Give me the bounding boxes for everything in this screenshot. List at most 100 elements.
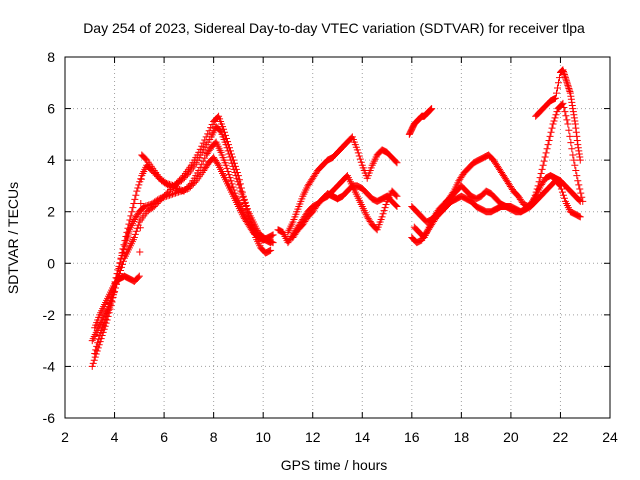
data-point bbox=[115, 273, 123, 281]
data-point bbox=[122, 232, 130, 240]
data-point bbox=[131, 230, 139, 238]
data-point bbox=[555, 181, 563, 189]
data-point bbox=[142, 202, 150, 210]
y-tick-label: 2 bbox=[47, 204, 55, 220]
data-point bbox=[104, 309, 112, 317]
data-point bbox=[553, 84, 561, 92]
data-point bbox=[205, 127, 213, 135]
data-point bbox=[236, 180, 244, 188]
y-ticks: -6 -4 -2 0 2 4 6 8 bbox=[43, 49, 610, 426]
data-point bbox=[537, 170, 545, 178]
x-tick-label: 10 bbox=[255, 429, 271, 445]
data-point bbox=[128, 208, 136, 216]
data-point bbox=[223, 164, 231, 172]
data-point bbox=[221, 128, 229, 136]
x-tick-label: 14 bbox=[354, 429, 370, 445]
data-point bbox=[222, 161, 230, 169]
data-point bbox=[164, 181, 172, 189]
data-point bbox=[235, 176, 243, 184]
data-point bbox=[393, 203, 401, 211]
y-tick-label: -4 bbox=[43, 358, 56, 374]
data-point bbox=[132, 227, 140, 235]
y-tick-label: 4 bbox=[47, 152, 55, 168]
data-point bbox=[119, 245, 127, 253]
data-point bbox=[225, 171, 233, 179]
data-point bbox=[547, 128, 555, 136]
x-tick-label: 6 bbox=[160, 429, 168, 445]
data-point bbox=[392, 202, 400, 210]
data-point bbox=[105, 306, 113, 314]
data-point bbox=[134, 221, 142, 229]
data-point bbox=[538, 165, 546, 173]
data-point bbox=[237, 184, 245, 192]
x-tick-label: 12 bbox=[305, 429, 321, 445]
data-point bbox=[232, 165, 240, 173]
data-point bbox=[133, 187, 141, 195]
data-point bbox=[175, 176, 183, 184]
data-point bbox=[129, 204, 137, 212]
data-point bbox=[579, 197, 587, 205]
data-point bbox=[214, 160, 222, 168]
data-point bbox=[178, 187, 186, 195]
data-point bbox=[393, 192, 401, 200]
data-point bbox=[357, 158, 365, 166]
data-point bbox=[566, 132, 574, 140]
data-point bbox=[552, 94, 559, 102]
data-point bbox=[228, 180, 236, 188]
data-point bbox=[177, 175, 185, 183]
data-point bbox=[93, 342, 101, 350]
data-point bbox=[267, 246, 275, 254]
data-point bbox=[577, 189, 585, 197]
data-point bbox=[92, 346, 100, 354]
data-point bbox=[168, 184, 176, 192]
data-point bbox=[551, 95, 559, 103]
data-point bbox=[531, 191, 539, 199]
data-point bbox=[535, 178, 543, 186]
data-point bbox=[171, 181, 179, 189]
data-point bbox=[575, 181, 583, 189]
data-point bbox=[134, 184, 142, 192]
data-point bbox=[106, 303, 114, 311]
y-tick-label: 0 bbox=[47, 255, 55, 271]
data-point bbox=[118, 260, 126, 268]
data-point bbox=[137, 199, 145, 207]
data-point bbox=[532, 188, 540, 196]
x-tick-label: 2 bbox=[61, 429, 69, 445]
data-point bbox=[379, 210, 387, 218]
data-point bbox=[229, 156, 237, 164]
data-point bbox=[380, 207, 388, 215]
data-point bbox=[555, 74, 563, 82]
data-point bbox=[243, 205, 251, 213]
data-point bbox=[186, 181, 194, 189]
series-track-j bbox=[408, 177, 584, 247]
data-point bbox=[136, 248, 144, 256]
data-point bbox=[225, 144, 233, 152]
data-point bbox=[220, 125, 228, 133]
data-point bbox=[135, 181, 143, 189]
data-point bbox=[183, 184, 191, 192]
data-point bbox=[121, 237, 129, 245]
grid-lines bbox=[65, 57, 610, 418]
data-point bbox=[266, 247, 274, 255]
data-point bbox=[578, 193, 586, 201]
data-point bbox=[161, 192, 169, 200]
data-point bbox=[137, 175, 145, 183]
data-point bbox=[224, 138, 232, 146]
data-point bbox=[561, 108, 569, 116]
data-point bbox=[227, 150, 235, 158]
data-point bbox=[222, 131, 230, 139]
data-point bbox=[165, 187, 173, 195]
data-point bbox=[178, 173, 186, 181]
data-point bbox=[108, 297, 116, 305]
data-point bbox=[140, 203, 148, 211]
x-tick-label: 18 bbox=[454, 429, 470, 445]
data-point bbox=[126, 216, 134, 224]
data-point bbox=[355, 152, 363, 160]
data-point bbox=[152, 201, 160, 209]
data-point bbox=[207, 124, 215, 132]
data-point bbox=[174, 185, 182, 193]
data-point bbox=[565, 126, 573, 134]
data-point bbox=[240, 195, 248, 203]
data-point bbox=[536, 174, 544, 182]
data-point bbox=[132, 191, 140, 199]
